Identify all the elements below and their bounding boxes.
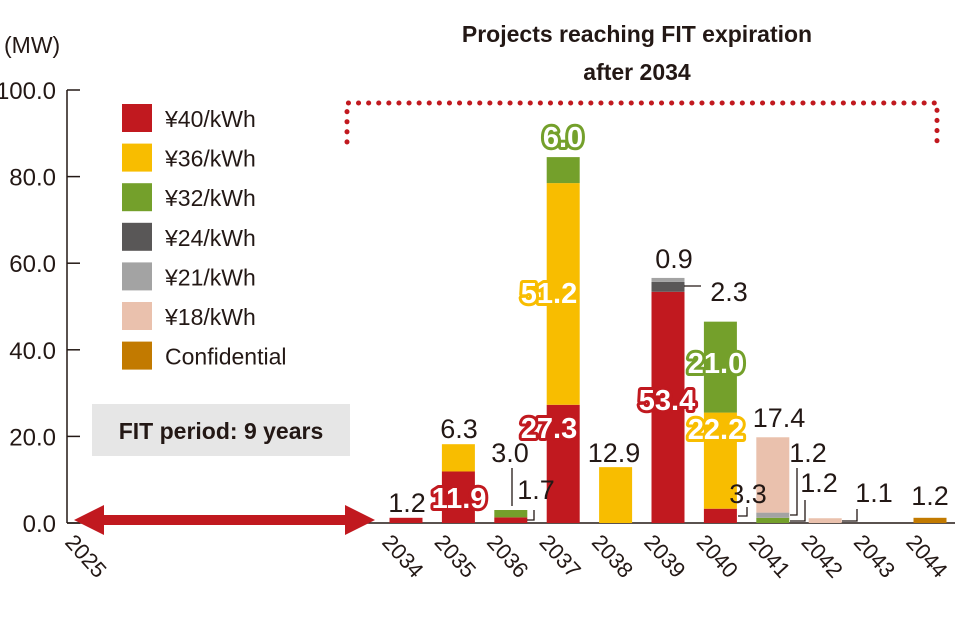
fit-period-arrow <box>74 505 375 535</box>
legend-label: ¥32/kWh <box>164 185 256 211</box>
bar-segment <box>546 404 580 523</box>
value-label: 3.3 <box>729 479 767 509</box>
x-tick-label: 2036 <box>482 530 533 583</box>
chart-title-line-2: after 2034 <box>583 59 691 85</box>
legend-swatch <box>122 341 152 370</box>
x-tick-label: 2035 <box>430 530 481 583</box>
fit-period-box <box>92 404 350 456</box>
y-tick-label: 100.0 <box>0 78 56 105</box>
bar-segment <box>756 512 790 518</box>
y-tick-label: 40.0 <box>9 338 56 365</box>
value-label: 27.3 <box>521 413 577 445</box>
value-label: 21.0 <box>688 348 744 380</box>
legend-swatch <box>122 262 152 291</box>
bar-segment <box>703 508 737 523</box>
legend-label: ¥40/kWh <box>164 106 256 132</box>
bar-segment <box>703 321 737 413</box>
x-tick-label: 2041 <box>744 530 795 583</box>
value-label: 2.3 <box>710 277 748 307</box>
label-leader-line <box>738 507 748 517</box>
bar-segment <box>651 281 685 292</box>
legend-label: ¥21/kWh <box>164 264 256 290</box>
label-leader-line <box>790 468 798 516</box>
x-tick-label: 2044 <box>901 530 952 583</box>
bar-segment <box>651 277 685 282</box>
value-label: 0.9 <box>655 244 693 274</box>
value-label: 1.2 <box>911 481 949 511</box>
bar-segment <box>756 437 790 513</box>
label-leader-line <box>842 509 858 522</box>
value-label: 11.9 <box>432 483 487 515</box>
x-tick-label: 2034 <box>377 530 428 583</box>
label-leader-line <box>527 510 535 521</box>
x-tick-label: 2025 <box>60 530 111 583</box>
x-tick-label: 2042 <box>796 530 847 583</box>
bar-segment <box>756 517 790 523</box>
bar-segment <box>913 517 947 523</box>
bar-segment <box>441 471 475 523</box>
legend-label: ¥18/kWh <box>164 304 256 330</box>
x-tick-label: 2039 <box>639 530 690 583</box>
expiration-bracket <box>344 100 940 145</box>
value-label: 3.0 <box>491 438 529 468</box>
value-label: 12.9 <box>588 438 641 468</box>
x-tick-label: 2038 <box>587 530 638 583</box>
chart-title-line-1: Projects reaching FIT expiration <box>462 21 812 47</box>
value-label: 1.2 <box>800 468 838 498</box>
bar-segment <box>546 157 580 184</box>
bar-segment <box>441 444 475 472</box>
bar-segment <box>703 412 737 509</box>
y-tick-label: 80.0 <box>9 165 56 192</box>
legend-swatch <box>122 222 152 251</box>
bar-segment <box>494 517 528 523</box>
legend-label: ¥36/kWh <box>164 146 256 172</box>
bar-segment <box>546 183 580 405</box>
bar-segment <box>494 510 528 518</box>
legend-label: Confidential <box>165 344 286 370</box>
legend-swatch <box>122 183 152 212</box>
value-label: 51.2 <box>521 278 577 310</box>
value-label: 6.3 <box>440 414 478 444</box>
bar-segment <box>599 467 633 523</box>
legend-swatch <box>122 302 152 330</box>
bar-segment <box>389 517 423 523</box>
value-label: 17.4 <box>753 403 806 433</box>
y-tick-label: 0.0 <box>23 511 56 538</box>
value-label: 1.2 <box>789 438 827 468</box>
y-tick-label: 60.0 <box>9 251 56 278</box>
label-leader-line <box>790 500 806 522</box>
legend-swatch <box>122 143 152 172</box>
x-tick-label: 2040 <box>692 530 743 583</box>
y-axis-unit-label: (MW) <box>4 32 60 58</box>
legend-swatch <box>122 104 152 132</box>
value-label: 22.2 <box>688 414 744 446</box>
fit-period-label: FIT period: 9 years <box>119 418 324 444</box>
value-label: 1.1 <box>855 478 893 508</box>
bar-segment <box>651 291 685 523</box>
value-label: 6.0 <box>543 122 583 154</box>
value-label: 1.7 <box>517 475 555 505</box>
y-tick-label: 20.0 <box>9 424 56 451</box>
x-tick-label: 2037 <box>534 530 585 583</box>
x-tick-label: 2043 <box>849 530 900 583</box>
legend-label: ¥24/kWh <box>164 225 256 251</box>
value-label: 53.4 <box>639 385 695 417</box>
bar-segment <box>808 518 842 523</box>
value-label: 1.2 <box>388 488 426 518</box>
